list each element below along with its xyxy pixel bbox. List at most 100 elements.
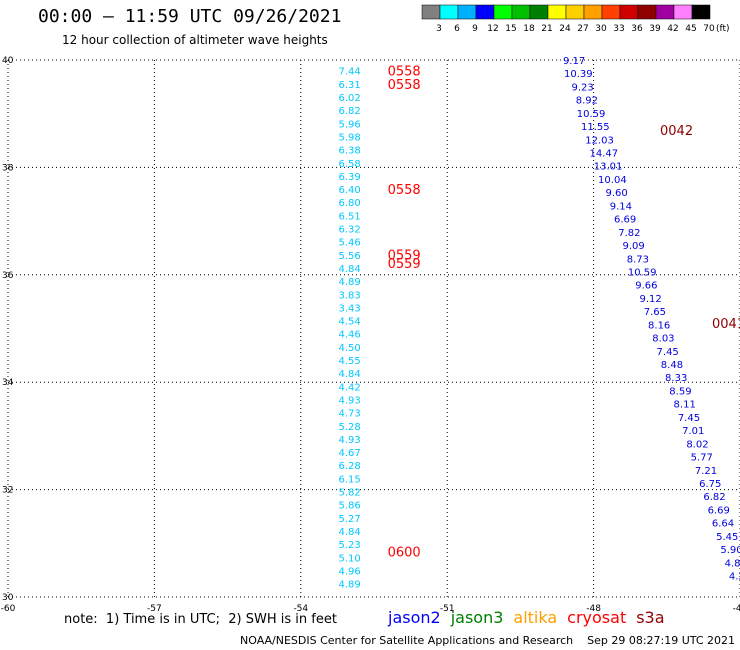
wave-height-value: 4.42 bbox=[338, 382, 360, 393]
colorbar-tick-label: 12 bbox=[487, 24, 498, 34]
wave-height-value: 10.04 bbox=[598, 175, 627, 186]
lat-tick-label: 40 bbox=[2, 56, 14, 66]
pass-time-label: 0041 bbox=[712, 317, 740, 332]
legend-item-jason2: jason2 bbox=[388, 608, 441, 627]
wave-height-value: 7.44 bbox=[338, 67, 360, 78]
lat-tick-label: 38 bbox=[2, 163, 14, 173]
lon-tick-label: -57 bbox=[147, 604, 162, 614]
colorbar-tick-label: 27 bbox=[577, 24, 588, 34]
wave-height-value: 11.55 bbox=[581, 122, 610, 133]
wave-height-value: 4.46 bbox=[338, 330, 360, 341]
colorbar-tick-label: 45 bbox=[685, 24, 696, 34]
wave-height-value: 4.84 bbox=[338, 264, 360, 275]
wave-height-value: 14.47 bbox=[590, 149, 619, 160]
wave-height-value: 9.17 bbox=[563, 56, 585, 67]
pass-time-label: 0558 bbox=[388, 183, 421, 198]
pass-time-label: 0042 bbox=[660, 124, 693, 139]
wave-height-value: 5.86 bbox=[338, 501, 360, 512]
pass-time-label: 0558 bbox=[388, 78, 421, 93]
legend-item-jason3: jason3 bbox=[450, 608, 504, 627]
lon-tick-label: -51 bbox=[440, 604, 455, 614]
pass-time-label: 0600 bbox=[388, 545, 421, 560]
wave-height-value: 6.64 bbox=[712, 519, 734, 530]
wave-height-value: 6.38 bbox=[338, 146, 360, 157]
wave-height-value: 5.28 bbox=[338, 422, 360, 433]
wave-height-value: 6.02 bbox=[338, 93, 360, 104]
wave-height-value: 4.73 bbox=[338, 409, 360, 420]
wave-height-value: 7.45 bbox=[657, 347, 679, 358]
wave-height-value: 4.89 bbox=[338, 580, 360, 591]
wave-height-value: 4.50 bbox=[338, 343, 360, 354]
wave-height-value: 8.33 bbox=[665, 373, 687, 384]
colorbar-tick-label: 18 bbox=[523, 24, 535, 34]
wave-height-value: 13.01 bbox=[594, 162, 623, 173]
wave-height-value: 4.93 bbox=[338, 435, 360, 446]
legend-item-altika: altika bbox=[513, 608, 558, 627]
lon-tick-label: -54 bbox=[293, 604, 308, 614]
colorbar-tick-label: 24 bbox=[559, 24, 571, 34]
wave-height-value: 10.39 bbox=[564, 69, 593, 80]
colorbar-tick-label: 3 bbox=[436, 24, 442, 34]
wave-height-value: 7.21 bbox=[695, 466, 717, 477]
wave-height-value: 6.69 bbox=[614, 215, 636, 226]
pass-time-label: 0558 bbox=[388, 65, 421, 80]
wave-height-value: 8.48 bbox=[661, 360, 683, 371]
wave-height-value: 7.01 bbox=[682, 426, 704, 437]
wave-height-value: 12.03 bbox=[585, 135, 614, 146]
wave-height-value: 4.84 bbox=[338, 527, 360, 538]
wave-height-value: 8.59 bbox=[669, 386, 691, 397]
wave-height-value: 4.86 bbox=[725, 558, 740, 569]
wave-height-value: 6.32 bbox=[338, 225, 360, 236]
colorbar: 3 6 9 12 15 18 21 24 27 30 33 36 39 42 45 70 (ft) bbox=[421, 4, 730, 34]
wave-height-value: 4.84 bbox=[338, 369, 360, 380]
colorbar-tick-label: 30 bbox=[595, 24, 607, 34]
wave-height-value: 5.10 bbox=[338, 553, 360, 564]
wave-height-value: 6.28 bbox=[338, 461, 360, 472]
colorbar-tick-label: 70 bbox=[703, 24, 715, 34]
wave-height-value: 5.77 bbox=[691, 453, 713, 464]
wave-height-value: 5.56 bbox=[338, 251, 360, 262]
wave-height-value: 9.14 bbox=[610, 201, 632, 212]
pass-time-label: 0559 bbox=[388, 248, 421, 263]
wave-height-value: 9.09 bbox=[623, 241, 645, 252]
colorbar-tick-label: 39 bbox=[649, 24, 661, 34]
wave-height-value: 6.80 bbox=[338, 198, 360, 209]
wave-height-value: 9.12 bbox=[640, 294, 662, 305]
credit-line: NOAA/NESDIS Center for Satellite Applica… bbox=[240, 634, 736, 647]
wave-height-value: 6.75 bbox=[699, 479, 721, 490]
wave-height-value: 10.59 bbox=[577, 109, 606, 120]
wave-height-value: 4.96 bbox=[338, 566, 360, 577]
colorbar-tick-label: 21 bbox=[541, 24, 552, 34]
wave-height-value: 5.82 bbox=[338, 488, 360, 499]
wave-height-value: 6.82 bbox=[338, 106, 360, 117]
note-text: note: 1) Time is in UTC; 2) SWH is in fe… bbox=[64, 612, 337, 627]
wave-height-value: 6.40 bbox=[338, 185, 360, 196]
lon-tick-label: -48 bbox=[586, 604, 601, 614]
wave-height-value: 5.23 bbox=[338, 540, 360, 551]
colorbar-tick-label: 42 bbox=[667, 24, 678, 34]
wave-height-value: 7.45 bbox=[678, 413, 700, 424]
wave-height-value: 6.58 bbox=[338, 159, 360, 170]
wave-height-value: 7.82 bbox=[618, 228, 640, 239]
wave-height-value: 6.39 bbox=[338, 172, 360, 183]
lat-tick-label: 30 bbox=[2, 593, 14, 603]
colorbar-tick-label: 15 bbox=[505, 24, 516, 34]
wave-height-value: 4.54 bbox=[338, 317, 360, 328]
wave-height-value: 4.55 bbox=[338, 356, 360, 367]
lon-tick-label: -45 bbox=[733, 604, 740, 614]
wave-height-value: 6.82 bbox=[703, 492, 725, 503]
wave-height-value: 5.27 bbox=[338, 514, 360, 525]
wave-height-value: 4.93 bbox=[338, 395, 360, 406]
lat-tick-label: 34 bbox=[2, 378, 14, 388]
wave-height-value: 9.60 bbox=[605, 188, 627, 199]
wave-height-value: 5.98 bbox=[338, 132, 360, 143]
colorbar-swatch bbox=[691, 4, 711, 20]
lon-tick-label: -60 bbox=[1, 604, 16, 614]
wave-height-value: 9.23 bbox=[571, 82, 593, 93]
wave-height-value: 4.67 bbox=[338, 448, 360, 459]
satellite-legend: jason2 jason3 altika cryosat s3a bbox=[388, 608, 675, 627]
wave-height-value: 3.83 bbox=[338, 290, 360, 301]
lat-tick-label: 36 bbox=[2, 271, 14, 281]
page-subtitle: 12 hour collection of altimeter wave hei… bbox=[62, 33, 328, 47]
